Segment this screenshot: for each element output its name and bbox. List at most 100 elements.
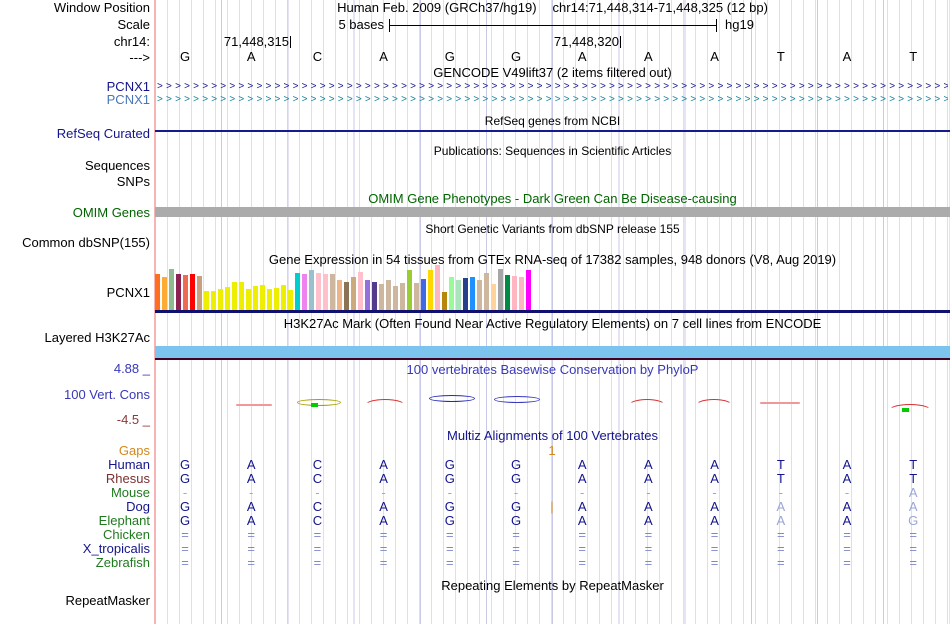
species-label-dog[interactable]: Dog (126, 499, 150, 514)
alignment-base: A (577, 457, 587, 472)
chrom-label: chr14: (113, 34, 150, 49)
base-letter: A (246, 49, 256, 64)
refseq-curated-label[interactable]: RefSeq Curated (56, 126, 150, 141)
alignment-base: G (510, 499, 522, 514)
omim-track-title[interactable]: OMIM Gene Phenotypes - Dark Green Can Be… (368, 191, 737, 206)
gencode-gene-track-2[interactable]: >>>>>>>>>>>>>>>>>>>>>>>>>>>>>>>>>>>>>>>>… (157, 94, 948, 105)
omim-genes-bar[interactable] (155, 207, 950, 217)
multiz-track-title[interactable]: Multiz Alignments of 100 Vertebrates (446, 428, 658, 443)
snps-label[interactable]: SNPs (116, 174, 150, 189)
layered-h3k27ac-label[interactable]: Layered H3K27Ac (44, 330, 150, 345)
vert-cons-label[interactable]: 100 Vert. Cons (64, 387, 150, 402)
coord-label-left: 71,448,315 (223, 34, 289, 49)
insertion-mark: | (550, 499, 554, 514)
coord-tick-left (290, 36, 291, 48)
alignment-base: A (577, 471, 587, 486)
alignment-base: = (843, 555, 851, 570)
gtex-tissue-bar (470, 277, 475, 310)
gencode-gene-track-1[interactable]: >>>>>>>>>>>>>>>>>>>>>>>>>>>>>>>>>>>>>>>>… (157, 81, 948, 92)
publications-track-title[interactable]: Publications: Sequences in Scientific Ar… (433, 144, 672, 158)
h3k27ac-signal-bar[interactable] (155, 346, 950, 358)
alignment-base: = (578, 541, 586, 556)
refseq-gene-line[interactable] (155, 130, 950, 132)
species-label-chicken[interactable]: Chicken (103, 527, 150, 542)
alignment-base: = (512, 555, 520, 570)
alignment-base: = (644, 555, 653, 570)
common-dbsnp-label[interactable]: Common dbSNP(155) (22, 235, 150, 250)
alignment-base: A (379, 513, 388, 528)
gtex-tissue-bar (288, 290, 293, 310)
gtex-tissue-bar (204, 291, 209, 310)
alignment-base: A (710, 513, 719, 528)
gtex-gene-label[interactable]: PCNX1 (106, 285, 150, 300)
alignment-base: - (712, 485, 717, 500)
gtex-expression-track[interactable] (155, 265, 950, 310)
gtex-tissue-bar (190, 274, 195, 310)
alignment-base: = (313, 527, 322, 542)
alignment-base: A (842, 457, 852, 472)
gtex-tissue-bar (323, 274, 328, 310)
dbsnp-track-title[interactable]: Short Genetic Variants from dbSNP releas… (425, 222, 680, 236)
gtex-tissue-bar (183, 275, 188, 310)
gtex-tissue-bar (155, 274, 160, 310)
gtex-tissue-bar (428, 270, 433, 310)
gtex-track-title[interactable]: Gene Expression in 54 tissues from GTEx … (268, 252, 837, 267)
alignment-base: A (776, 513, 786, 528)
alignment-base: A (246, 513, 256, 528)
alignment-base: = (644, 541, 653, 556)
base-letter: A (644, 49, 653, 64)
gtex-tissue-bar (407, 270, 412, 310)
alignment-base: T (776, 471, 785, 486)
h3k27ac-track-title[interactable]: H3K27Ac Mark (Often Found Near Active Re… (283, 316, 822, 331)
alignment-base: A (644, 457, 653, 472)
gtex-tissue-bar (302, 274, 307, 310)
gencode-gene-label-2[interactable]: PCNX1 (106, 92, 150, 107)
species-label-rhesus[interactable]: Rhesus (105, 471, 150, 486)
alignment-base: - (580, 485, 585, 500)
repeatmasker-label[interactable]: RepeatMasker (65, 593, 150, 608)
cons-max-label: 4.88 _ (113, 361, 150, 376)
phylop-positive-mark (311, 403, 318, 407)
repeatmasker-track-title[interactable]: Repeating Elements by RepeatMasker (441, 578, 664, 593)
base-letter: A (842, 49, 852, 64)
sequences-label[interactable]: Sequences (84, 158, 150, 173)
conservation-track-title[interactable]: 100 vertebrates Basewise Conservation by… (406, 362, 699, 377)
omim-genes-label[interactable]: OMIM Genes (72, 205, 150, 220)
gencode-gene-label-1[interactable]: PCNX1 (106, 79, 150, 94)
alignment-base: = (843, 541, 851, 556)
alignment-base: = (909, 527, 917, 542)
gaps-label[interactable]: Gaps (118, 443, 150, 458)
phylop-mark (628, 399, 666, 406)
gtex-tissue-bar (414, 283, 419, 310)
scale-bases-label: 5 bases (338, 17, 384, 32)
gtex-tissue-bar (169, 269, 174, 310)
alignment-base: A (379, 457, 388, 472)
refseq-track-title[interactable]: RefSeq genes from NCBI (484, 114, 621, 128)
alignment-base: = (777, 527, 785, 542)
multiz-alignment-track[interactable]: Human G A C A G G A A A T A T Rhesus G A C A G G A A A T A T Mouse… (0, 444, 950, 570)
gtex-tissue-bar (309, 270, 314, 310)
alignment-base: G (444, 471, 455, 486)
alignment-base: T (909, 471, 918, 486)
gtex-tissue-bar (253, 286, 258, 310)
gtex-tissue-bar (295, 273, 300, 310)
scale-label: Scale (117, 17, 150, 32)
scale-assembly-label: hg19 (725, 17, 754, 32)
alignment-base: - (844, 485, 850, 500)
gencode-track-title[interactable]: GENCODE V49lift37 (2 items filtered out) (433, 65, 672, 80)
phylop-positive-mark (902, 408, 909, 412)
base-letter: G (510, 49, 522, 64)
species-label-human[interactable]: Human (108, 457, 150, 472)
base-letter: A (710, 49, 719, 64)
phylop-mark (297, 399, 341, 406)
conservation-track[interactable] (0, 377, 950, 427)
gtex-tissue-bar (344, 282, 349, 310)
species-label-elephant[interactable]: Elephant (98, 513, 150, 528)
alignment-base: A (710, 471, 719, 486)
species-label-x_tropicalis[interactable]: X_tropicalis (82, 541, 150, 556)
species-label-mouse[interactable]: Mouse (110, 485, 150, 500)
species-label-zebrafish[interactable]: Zebrafish (95, 555, 150, 570)
alignment-base: = (379, 527, 388, 542)
alignment-base: = (843, 527, 851, 542)
